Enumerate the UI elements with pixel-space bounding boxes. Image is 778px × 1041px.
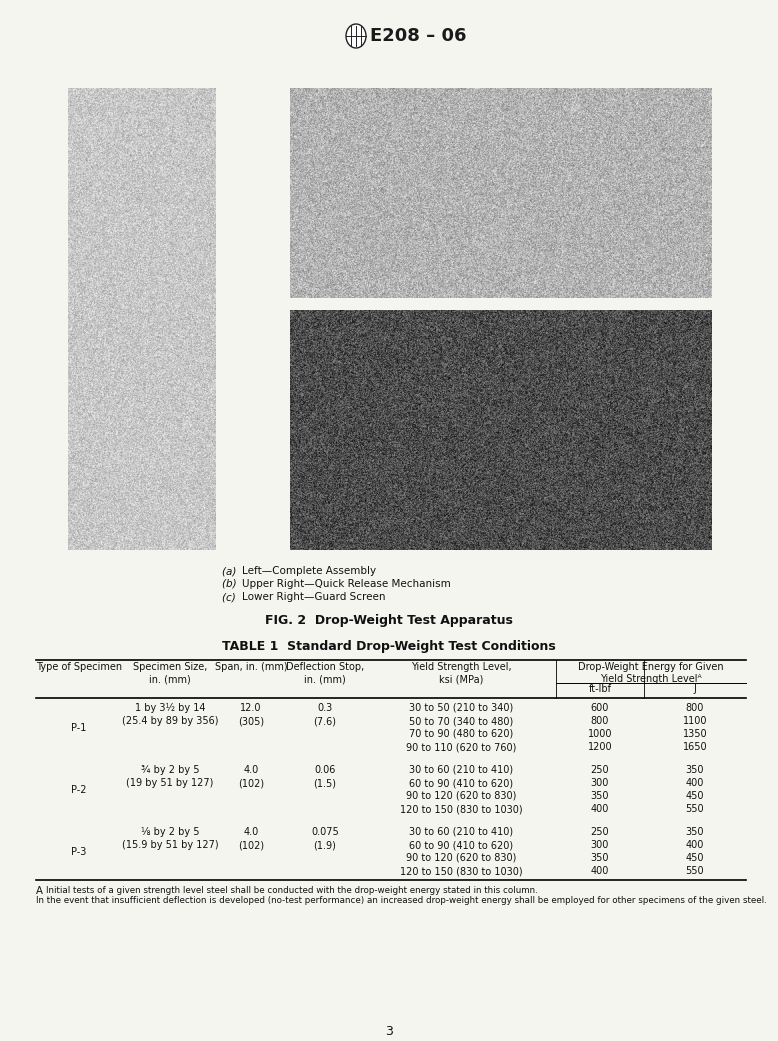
Text: Deflection Stop,
in. (mm): Deflection Stop, in. (mm) xyxy=(286,662,364,684)
Text: P-1: P-1 xyxy=(72,723,86,733)
Text: 12.0: 12.0 xyxy=(240,703,261,713)
Text: (7.6): (7.6) xyxy=(314,716,337,726)
Text: P-3: P-3 xyxy=(72,847,86,857)
Text: 350: 350 xyxy=(685,827,704,837)
Text: Upper Right—Quick Release Mechanism: Upper Right—Quick Release Mechanism xyxy=(243,579,451,589)
Text: TABLE 1  Standard Drop-Weight Test Conditions: TABLE 1 Standard Drop-Weight Test Condit… xyxy=(223,640,555,653)
Text: 90 to 110 (620 to 760): 90 to 110 (620 to 760) xyxy=(406,742,516,752)
Text: 4.0: 4.0 xyxy=(244,765,258,775)
Text: 300: 300 xyxy=(591,778,609,788)
Text: P-2: P-2 xyxy=(72,785,87,795)
Text: 400: 400 xyxy=(686,840,704,850)
Text: In the event that insufficient deflection is developed (no-test performance) an : In the event that insufficient deflectio… xyxy=(36,896,767,905)
Text: A: A xyxy=(36,886,46,896)
Text: 550: 550 xyxy=(685,804,704,814)
Text: Left—Complete Assembly: Left—Complete Assembly xyxy=(243,566,377,576)
Text: (15.9 by 51 by 127): (15.9 by 51 by 127) xyxy=(121,840,219,850)
Ellipse shape xyxy=(346,24,366,48)
Text: 1000: 1000 xyxy=(587,729,612,739)
Text: 70 to 90 (480 to 620): 70 to 90 (480 to 620) xyxy=(409,729,513,739)
Text: (a): (a) xyxy=(222,566,243,576)
Text: (305): (305) xyxy=(238,716,264,726)
Text: 400: 400 xyxy=(591,804,609,814)
Text: 120 to 150 (830 to 1030): 120 to 150 (830 to 1030) xyxy=(400,866,522,875)
Text: 0.075: 0.075 xyxy=(311,827,339,837)
Text: 50 to 70 (340 to 480): 50 to 70 (340 to 480) xyxy=(409,716,513,726)
Text: 30 to 60 (210 to 410): 30 to 60 (210 to 410) xyxy=(409,827,513,837)
Text: 1350: 1350 xyxy=(682,729,707,739)
Text: 1650: 1650 xyxy=(682,742,707,752)
Text: 450: 450 xyxy=(685,853,704,863)
Text: 400: 400 xyxy=(591,866,609,875)
Text: FIG. 2  Drop-Weight Test Apparatus: FIG. 2 Drop-Weight Test Apparatus xyxy=(265,614,513,627)
Text: (19 by 51 by 127): (19 by 51 by 127) xyxy=(126,778,214,788)
Text: ⅛ by 2 by 5: ⅛ by 2 by 5 xyxy=(141,827,199,837)
Text: 250: 250 xyxy=(591,765,609,775)
Text: (102): (102) xyxy=(238,778,264,788)
Text: (c): (c) xyxy=(222,592,242,602)
Text: 60 to 90 (410 to 620): 60 to 90 (410 to 620) xyxy=(409,778,513,788)
Text: Specimen Size,
in. (mm): Specimen Size, in. (mm) xyxy=(133,662,207,684)
Text: 90 to 120 (620 to 830): 90 to 120 (620 to 830) xyxy=(406,791,516,801)
Text: 800: 800 xyxy=(686,703,704,713)
Text: 1200: 1200 xyxy=(587,742,612,752)
Text: (102): (102) xyxy=(238,840,264,850)
Text: 90 to 120 (620 to 830): 90 to 120 (620 to 830) xyxy=(406,853,516,863)
Text: 1100: 1100 xyxy=(683,716,707,726)
Text: 250: 250 xyxy=(591,827,609,837)
Text: Initial tests of a given strength level steel shall be conducted with the drop-w: Initial tests of a given strength level … xyxy=(46,886,538,895)
Text: 1 by 3½ by 14: 1 by 3½ by 14 xyxy=(135,703,205,713)
Text: 60 to 90 (410 to 620): 60 to 90 (410 to 620) xyxy=(409,840,513,850)
Text: 0.06: 0.06 xyxy=(314,765,335,775)
Text: Lower Right—Guard Screen: Lower Right—Guard Screen xyxy=(243,592,386,602)
Text: Drop-Weight Energy for Given
Yield Strength Levelᴬ: Drop-Weight Energy for Given Yield Stren… xyxy=(578,662,724,684)
Text: Span, in. (mm): Span, in. (mm) xyxy=(215,662,287,672)
Text: J: J xyxy=(693,684,696,694)
Text: 30 to 60 (210 to 410): 30 to 60 (210 to 410) xyxy=(409,765,513,775)
Text: ¾ by 2 by 5: ¾ by 2 by 5 xyxy=(141,765,199,775)
Text: Type of Specimen: Type of Specimen xyxy=(36,662,122,672)
Text: (1.9): (1.9) xyxy=(314,840,336,850)
Text: (25.4 by 89 by 356): (25.4 by 89 by 356) xyxy=(121,716,219,726)
Text: 600: 600 xyxy=(591,703,609,713)
Text: 350: 350 xyxy=(591,853,609,863)
Text: 350: 350 xyxy=(685,765,704,775)
Text: 400: 400 xyxy=(686,778,704,788)
Text: 300: 300 xyxy=(591,840,609,850)
Text: 120 to 150 (830 to 1030): 120 to 150 (830 to 1030) xyxy=(400,804,522,814)
Text: (1.5): (1.5) xyxy=(314,778,337,788)
Text: 800: 800 xyxy=(591,716,609,726)
Text: 4.0: 4.0 xyxy=(244,827,258,837)
Text: ft-lbf: ft-lbf xyxy=(588,684,612,694)
Text: (b): (b) xyxy=(222,579,243,589)
Text: 3: 3 xyxy=(385,1025,393,1038)
Text: 0.3: 0.3 xyxy=(317,703,333,713)
Text: 30 to 50 (210 to 340): 30 to 50 (210 to 340) xyxy=(409,703,513,713)
Text: E208 – 06: E208 – 06 xyxy=(370,27,467,45)
Text: 350: 350 xyxy=(591,791,609,801)
Text: Yield Strength Level,
ksi (MPa): Yield Strength Level, ksi (MPa) xyxy=(411,662,511,684)
Text: 550: 550 xyxy=(685,866,704,875)
Text: 450: 450 xyxy=(685,791,704,801)
